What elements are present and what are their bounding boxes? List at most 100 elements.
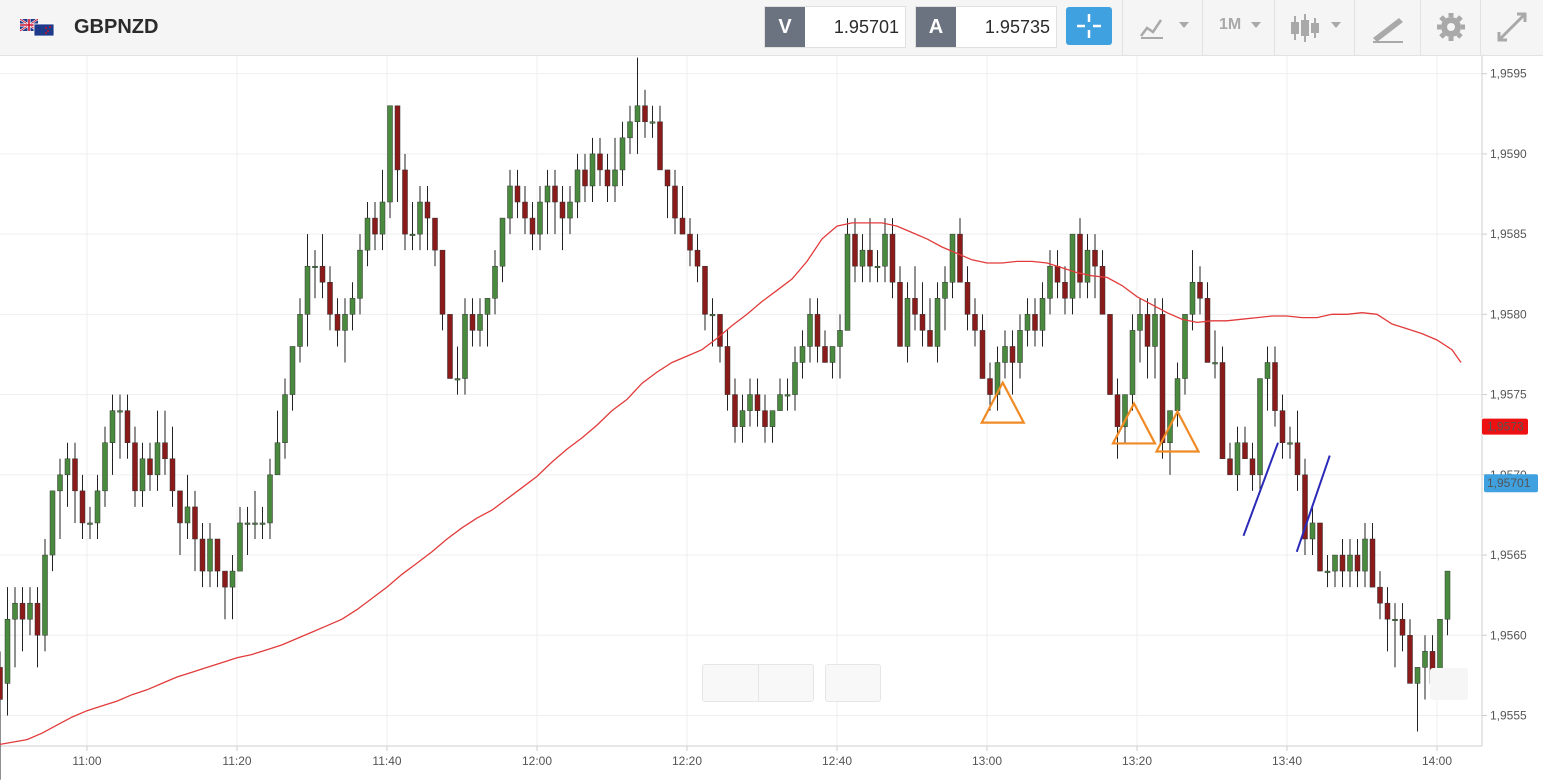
bull-candle-body	[627, 121, 633, 139]
candle	[1332, 554, 1338, 588]
candle	[717, 314, 723, 363]
bear-candle-body	[1159, 314, 1166, 443]
candle	[1257, 378, 1263, 491]
candle	[424, 185, 431, 251]
candle	[274, 410, 281, 476]
candle	[357, 234, 363, 315]
trend-line	[1242, 442, 1279, 537]
candle	[349, 282, 356, 331]
bear-candle-body	[1009, 346, 1016, 363]
candle	[664, 169, 671, 219]
bear-candle-body	[529, 217, 536, 235]
candle	[169, 426, 176, 507]
candle	[1069, 233, 1076, 315]
bear-candle-body	[394, 105, 401, 171]
candle	[94, 474, 101, 539]
candle	[972, 298, 978, 347]
candle	[147, 442, 153, 491]
candle	[889, 218, 896, 299]
bear-candle-body	[222, 570, 228, 588]
scroll-to-latest-button[interactable]	[1430, 668, 1468, 700]
bear-candle-body	[1399, 618, 1406, 636]
gbpnzd-flag-icon	[20, 19, 55, 36]
candle	[679, 185, 686, 235]
bull-candle-body	[312, 265, 318, 268]
candle	[327, 266, 333, 331]
candle	[1204, 282, 1211, 363]
price-tick-label: 1,9595	[1490, 67, 1527, 81]
candle	[687, 218, 693, 267]
drawing-tools-icon	[1373, 18, 1403, 43]
candle	[1039, 282, 1046, 347]
candle	[1242, 426, 1248, 460]
bid-price-box[interactable]: V 1.95701	[764, 6, 906, 48]
candle	[229, 555, 236, 620]
bull-candle-body	[484, 298, 491, 315]
bull-candle-body	[1444, 570, 1451, 620]
candle	[244, 506, 251, 556]
candle	[649, 105, 656, 138]
bull-candle-body	[1024, 314, 1031, 331]
bear-candle-body	[912, 298, 918, 315]
candle	[762, 394, 768, 443]
timeframe-dropdown[interactable]: 1M	[1202, 0, 1274, 55]
trend-line	[1295, 455, 1331, 553]
candle	[334, 298, 341, 347]
bull-candle-body	[1069, 233, 1076, 299]
candle	[582, 153, 588, 203]
candle	[612, 137, 618, 203]
fullscreen-button[interactable]	[1480, 0, 1543, 55]
candle	[859, 234, 866, 283]
candle	[507, 169, 513, 235]
triangle-marker	[1154, 409, 1201, 453]
bull-candle-body	[1182, 314, 1188, 379]
triangle-marker	[979, 380, 1026, 424]
ask-value: 1.95735	[984, 17, 1050, 37]
ask-price-box[interactable]: A 1.95735	[915, 6, 1057, 48]
crosshair-button[interactable]	[1066, 7, 1112, 45]
zoom-in-button[interactable]	[703, 665, 758, 701]
candle	[289, 346, 296, 411]
bull-candle-body	[1174, 378, 1181, 411]
candle	[619, 121, 626, 186]
bull-candle-body	[589, 153, 596, 187]
settings-button[interactable]	[1420, 0, 1480, 55]
candle	[1414, 667, 1421, 732]
candle	[747, 378, 753, 427]
bull-candle-body	[117, 410, 123, 413]
bear-candle-body	[319, 265, 326, 283]
gear-icon	[1437, 13, 1465, 41]
bear-candle-body	[1107, 314, 1113, 395]
candle	[912, 266, 918, 331]
time-tick-label: 13:00	[972, 754, 1002, 768]
triangle-marker	[1111, 401, 1157, 445]
bear-candle-body	[1407, 635, 1413, 684]
bull-candle-body	[364, 217, 371, 251]
bid-price-tag	[1484, 474, 1538, 493]
bear-candle-body	[762, 410, 768, 427]
chart-type-button[interactable]	[1122, 0, 1202, 55]
candle	[387, 105, 393, 219]
bull-candle-body	[649, 121, 656, 124]
candle	[814, 298, 821, 363]
candle	[1302, 458, 1308, 556]
zoom-out-button[interactable]	[759, 665, 813, 701]
candle	[724, 330, 731, 411]
bear-candle-body	[1219, 362, 1226, 460]
candle	[447, 314, 453, 379]
chevron-down-icon	[1251, 22, 1261, 28]
price-tick-label: 1,9560	[1490, 628, 1527, 642]
candle	[12, 587, 18, 668]
candle	[1144, 298, 1151, 379]
bull-candle-body	[934, 298, 941, 347]
candle	[799, 330, 806, 379]
drawing-tools-button[interactable]	[1354, 0, 1420, 55]
reset-zoom-button[interactable]	[825, 664, 881, 702]
candle-style-button[interactable]	[1274, 0, 1354, 55]
candle	[1084, 234, 1091, 299]
candle	[1234, 426, 1241, 491]
candle	[132, 426, 138, 507]
bear-candle-body	[1144, 314, 1151, 347]
price-chart[interactable]: 1,95951,95901,95851,95801,95751,95701,95…	[0, 56, 1543, 782]
bull-candle-body	[87, 522, 93, 525]
